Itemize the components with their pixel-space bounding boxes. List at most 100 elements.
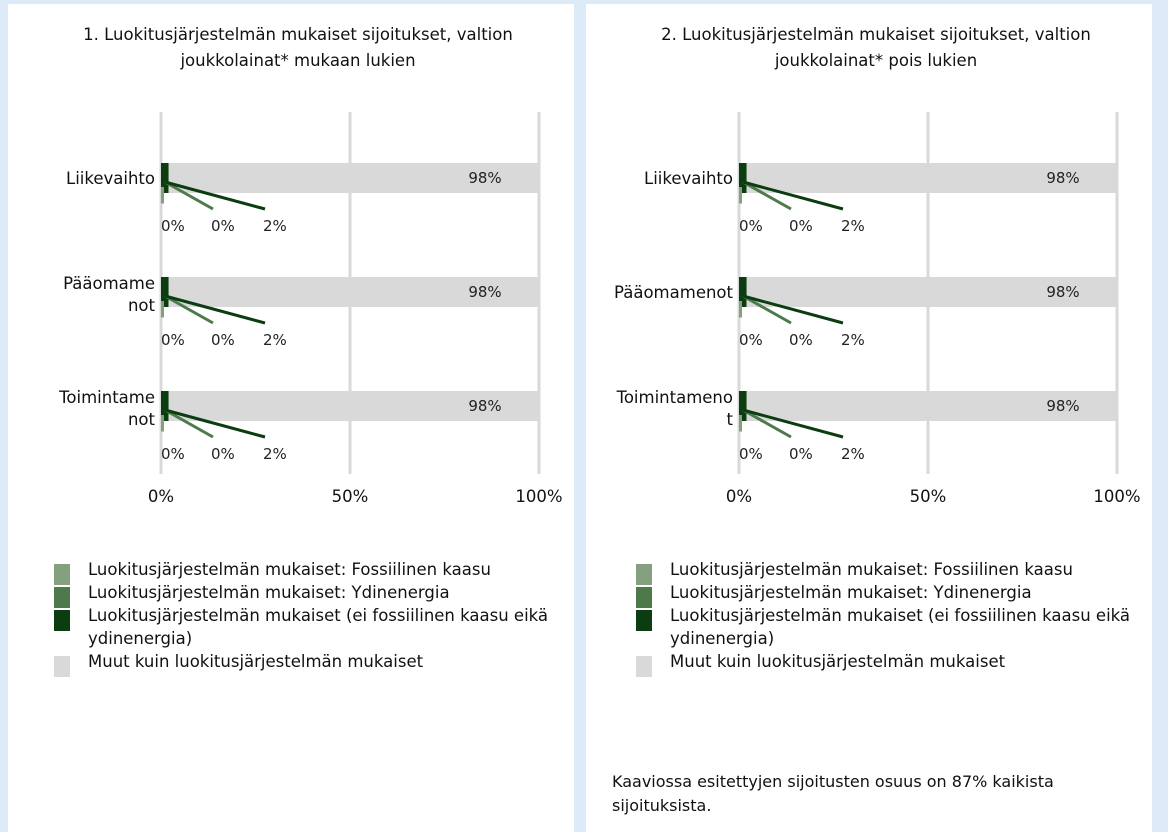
- bar-marker-fossil-gas: [739, 301, 742, 318]
- leader-line-aligned-other: [742, 294, 844, 325]
- data-label-aligned-other: 2%: [841, 445, 865, 463]
- leader-line-aligned-other: [164, 180, 266, 211]
- data-label-nuclear: 0%: [211, 217, 235, 235]
- x-tick-label: 100%: [1093, 487, 1140, 506]
- bar-liikevaihto-s3: [746, 163, 1117, 193]
- x-tick-label: 0%: [726, 487, 752, 506]
- bar-marker-fossil-gas: [161, 187, 164, 204]
- x-tick-label: 50%: [332, 487, 369, 506]
- bar-marker-aligned: [739, 277, 747, 301]
- legend: Luokitusjärjestelmän mukaiset: Fossiilin…: [636, 558, 1152, 677]
- category-label: not: [128, 296, 156, 315]
- chart-title: 1. Luokitusjärjestelmän mukaiset sijoitu…: [83, 25, 513, 70]
- legend-label: Luokitusjärjestelmän mukaiset (ei fossii…: [670, 606, 1131, 648]
- data-label-non-aligned: 98%: [1046, 397, 1079, 415]
- data-label-fossil-gas: 0%: [161, 217, 185, 235]
- bar-chart-1: Liikevaihto 98% 0% 0% 2% Pääomame not 98% 0% 0% 2%…: [58, 112, 563, 506]
- leader-line-nuclear: [164, 180, 214, 211]
- leader-line-nuclear: [742, 180, 792, 211]
- leader-line-nuclear: [742, 408, 792, 439]
- legend-swatch: [636, 564, 652, 585]
- legend-swatch: [54, 610, 70, 631]
- data-label-non-aligned: 98%: [468, 283, 501, 301]
- leader-line-nuclear: [742, 294, 792, 325]
- legend: Luokitusjärjestelmän mukaiset: Fossiilin…: [54, 558, 574, 677]
- x-tick-label: 100%: [515, 487, 562, 506]
- legend-swatch: [636, 587, 652, 608]
- bar-marker-aligned: [161, 391, 169, 415]
- data-label-aligned-other: 2%: [841, 217, 865, 235]
- data-label-nuclear: 0%: [211, 331, 235, 349]
- x-tick-label: 50%: [910, 487, 947, 506]
- bar-chart-2: Liikevaihto 98% 0% 0% 2% Pääomamenot 98% 0% 0% 2%…: [614, 112, 1141, 506]
- data-label-nuclear: 0%: [789, 217, 813, 235]
- legend-label: Muut kuin luokitusjärjestelmän mukaiset: [88, 652, 424, 671]
- legend-swatch: [54, 656, 70, 677]
- bar-toimintamenot-s3: [168, 391, 539, 421]
- leader-line-aligned-other: [742, 180, 844, 211]
- legend-label: Luokitusjärjestelmän mukaiset: Fossiilin…: [670, 560, 1073, 579]
- data-label-aligned-other: 2%: [263, 217, 287, 235]
- data-label-nuclear: 0%: [211, 445, 235, 463]
- bar-marker-fossil-gas: [161, 301, 164, 318]
- bar-pääomamenot-s3: [168, 277, 539, 307]
- bar-marker-fossil-gas: [739, 415, 742, 432]
- category-label: Toimintameno: [616, 388, 733, 407]
- leader-line-nuclear: [164, 408, 214, 439]
- legend-item-nuclear: Luokitusjärjestelmän mukaiset: Ydinenerg…: [54, 581, 574, 608]
- data-label-fossil-gas: 0%: [739, 217, 763, 235]
- legend-item-nuclear: Luokitusjärjestelmän mukaiset: Ydinenerg…: [636, 581, 1152, 608]
- legend-label: Luokitusjärjestelmän mukaiset: Fossiilin…: [88, 560, 491, 579]
- bar-marker-aligned: [161, 163, 169, 187]
- legend-item-fossil-gas: Luokitusjärjestelmän mukaiset: Fossiilin…: [636, 558, 1152, 585]
- bar-marker-aligned: [739, 391, 747, 415]
- legend-swatch: [636, 610, 652, 631]
- legend-swatch: [54, 564, 70, 585]
- data-label-non-aligned: 98%: [468, 169, 501, 187]
- footnote: Kaaviossa esitettyjen sijoitusten osuus …: [612, 772, 1054, 815]
- chart-panel-1: 1. Luokitusjärjestelmän mukaiset sijoitu…: [8, 4, 574, 832]
- category-label: Liikevaihto: [644, 169, 733, 188]
- chart-title: 2. Luokitusjärjestelmän mukaiset sijoitu…: [661, 25, 1091, 70]
- data-label-fossil-gas: 0%: [739, 445, 763, 463]
- category-label: t: [727, 410, 734, 429]
- leader-line-nuclear: [164, 294, 214, 325]
- legend-item-aligned-other: Luokitusjärjestelmän mukaiset (ei fossii…: [636, 604, 1152, 650]
- data-label-non-aligned: 98%: [468, 397, 501, 415]
- category-label: Pääomamenot: [614, 283, 733, 302]
- bar-marker-fossil-gas: [739, 187, 742, 204]
- x-tick-label: 0%: [148, 487, 174, 506]
- category-label: not: [128, 410, 156, 429]
- data-label-fossil-gas: 0%: [161, 445, 185, 463]
- legend-item-non-aligned: Muut kuin luokitusjärjestelmän mukaiset: [54, 650, 574, 677]
- category-label: Toimintame: [58, 388, 155, 407]
- bar-liikevaihto-s3: [168, 163, 539, 193]
- data-label-non-aligned: 98%: [1046, 283, 1079, 301]
- data-label-non-aligned: 98%: [1046, 169, 1079, 187]
- legend-item-non-aligned: Muut kuin luokitusjärjestelmän mukaiset: [636, 650, 1152, 677]
- bar-pääomamenot-s3: [746, 277, 1117, 307]
- leader-line-aligned-other: [164, 408, 266, 439]
- legend-label: Luokitusjärjestelmän mukaiset: Ydinenerg…: [670, 583, 1032, 602]
- category-label: Pääomame: [63, 274, 155, 293]
- category-label: Liikevaihto: [66, 169, 155, 188]
- data-label-nuclear: 0%: [789, 331, 813, 349]
- chart-panel-2: 2. Luokitusjärjestelmän mukaiset sijoitu…: [586, 4, 1152, 832]
- legend-label: Luokitusjärjestelmän mukaiset: Ydinenerg…: [88, 583, 450, 602]
- leader-line-aligned-other: [164, 294, 266, 325]
- bar-marker-fossil-gas: [161, 415, 164, 432]
- legend-label: Luokitusjärjestelmän mukaiset (ei fossii…: [88, 606, 549, 648]
- legend-item-aligned-other: Luokitusjärjestelmän mukaiset (ei fossii…: [54, 604, 574, 650]
- data-label-nuclear: 0%: [789, 445, 813, 463]
- legend-swatch: [636, 656, 652, 677]
- leader-line-aligned-other: [742, 408, 844, 439]
- legend-item-fossil-gas: Luokitusjärjestelmän mukaiset: Fossiilin…: [54, 558, 574, 585]
- legend-swatch: [54, 587, 70, 608]
- bar-marker-aligned: [161, 277, 169, 301]
- legend-label: Muut kuin luokitusjärjestelmän mukaiset: [670, 652, 1006, 671]
- data-label-aligned-other: 2%: [263, 445, 287, 463]
- data-label-fossil-gas: 0%: [739, 331, 763, 349]
- bar-toimintamenot-s3: [746, 391, 1117, 421]
- data-label-fossil-gas: 0%: [161, 331, 185, 349]
- data-label-aligned-other: 2%: [841, 331, 865, 349]
